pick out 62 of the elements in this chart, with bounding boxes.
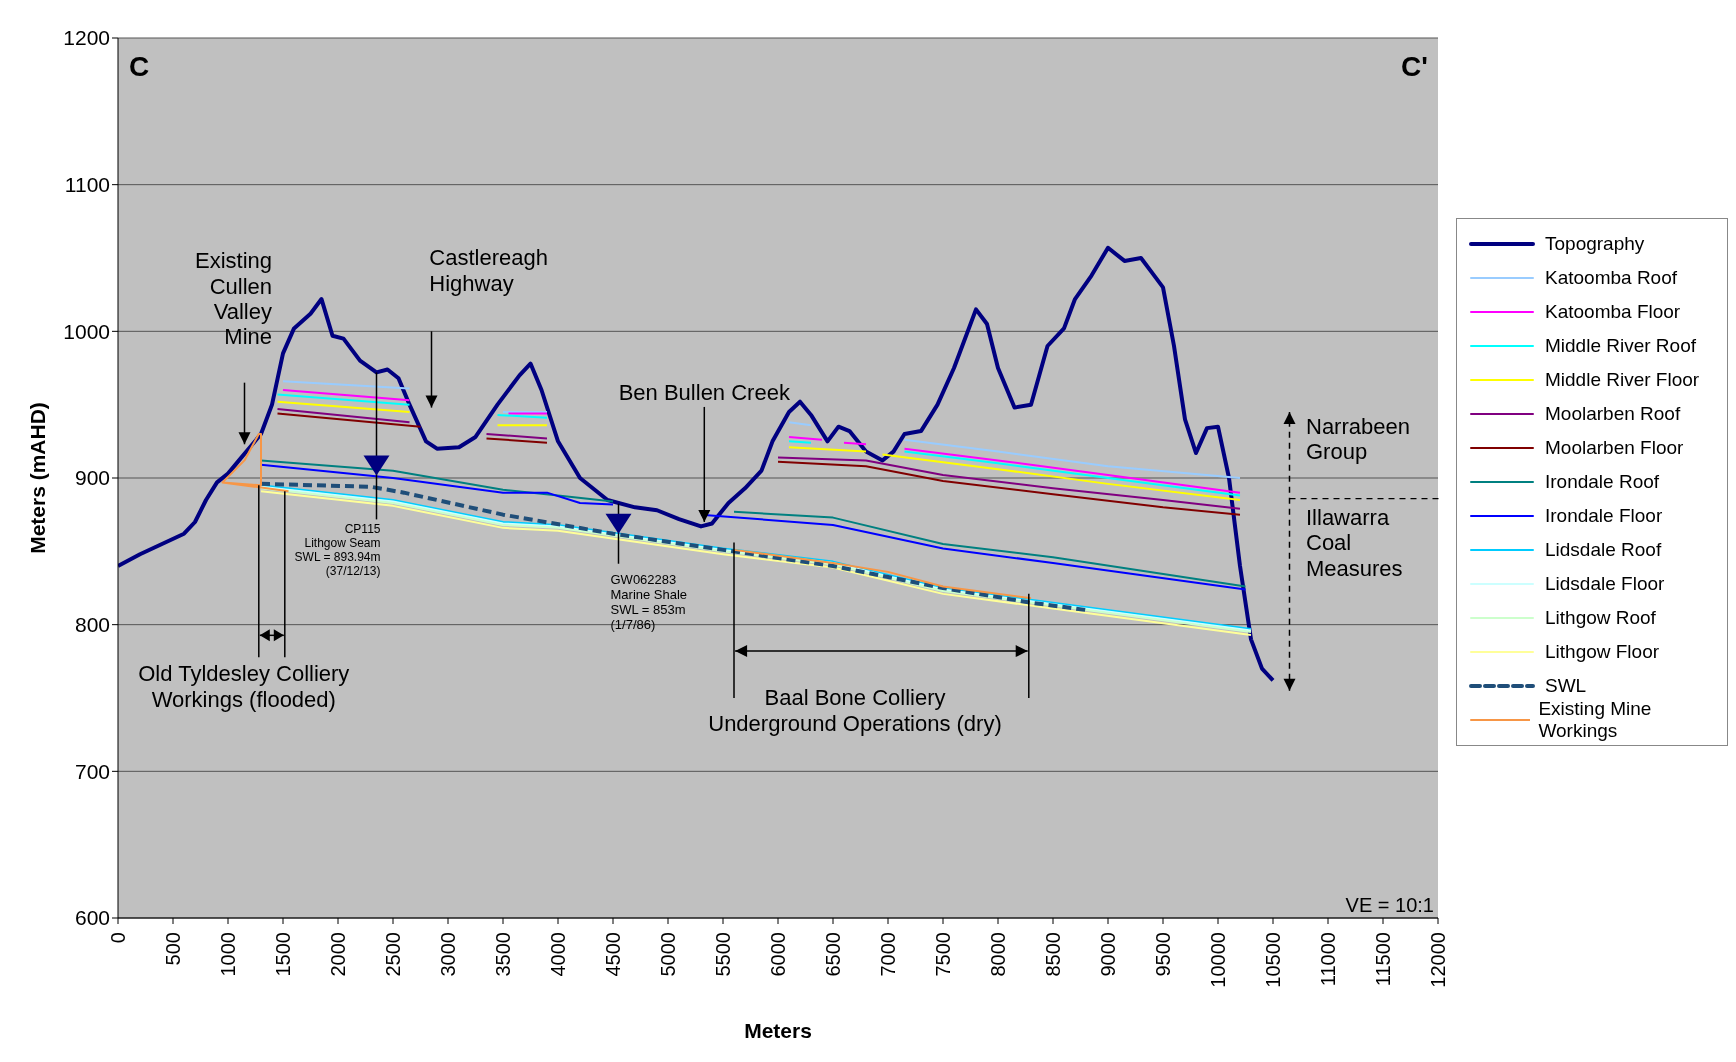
line-series — [259, 481, 1088, 612]
legend-label: Topography — [1545, 233, 1645, 255]
annotation: C' — [1401, 51, 1428, 82]
x-tick-label: 10500 — [1262, 932, 1284, 988]
x-tick-label: 7000 — [877, 932, 899, 977]
legend-label: SWL — [1545, 675, 1587, 697]
x-tick-label: 1000 — [217, 932, 239, 977]
legend-label: Moolarben Floor — [1545, 437, 1684, 459]
annotation: Illawarra Coal Measures — [1306, 504, 1403, 581]
legend-label: Irondale Floor — [1545, 505, 1663, 527]
legend-label: Lidsdale Floor — [1545, 573, 1665, 595]
legend-label: Middle River Floor — [1545, 369, 1700, 391]
x-tick-label: 5000 — [657, 932, 679, 977]
x-axis-title: Meters — [744, 1019, 812, 1042]
y-tick-label: 1200 — [63, 26, 110, 50]
legend-label: Moolarben Roof — [1545, 403, 1681, 425]
y-tick-label: 700 — [74, 759, 110, 783]
annotation: CP115 Lithgow Seam SWL = 893.94m (37/12/13) — [294, 522, 381, 578]
x-tick-label: 3000 — [437, 932, 459, 977]
x-tick-label: 6500 — [822, 932, 844, 977]
annotation: Baal Bone Colliery Underground Operations (dry) — [708, 685, 1002, 736]
annotation: Ben Bullen Creek — [618, 379, 791, 405]
legend-label: Lithgow Floor — [1545, 641, 1660, 663]
y-tick-label: 900 — [74, 466, 110, 490]
annotation: GW062283 Marine Shale SWL = 853m (1/7/86) — [610, 571, 688, 632]
x-tick-label: 11000 — [1317, 932, 1339, 987]
annotation: C — [129, 51, 150, 82]
x-tick-label: 11500 — [1372, 932, 1394, 987]
x-tick-label: 0 — [107, 932, 129, 944]
x-tick-label: 7500 — [932, 932, 954, 977]
y-tick-label: 600 — [74, 906, 110, 930]
y-tick-label: 1000 — [63, 319, 110, 343]
x-tick-label: 5500 — [712, 932, 734, 977]
x-tick-label: 1500 — [272, 932, 294, 977]
x-tick-label: 9500 — [1152, 932, 1174, 977]
y-axis-title: Meters (mAHD) — [26, 402, 50, 554]
legend-label: Katoomba Roof — [1545, 267, 1678, 289]
legend-label: Lidsdale Roof — [1545, 539, 1662, 561]
x-tick-label: 2500 — [382, 932, 404, 977]
x-tick-label: 4500 — [602, 932, 624, 977]
x-tick-label: 6000 — [767, 932, 789, 977]
legend-label: Irondale Roof — [1545, 471, 1660, 493]
x-tick-label: 9000 — [1097, 932, 1119, 977]
annotation: Narrabeen Group — [1306, 414, 1410, 465]
annotation: VE = 10:1 — [1345, 894, 1434, 916]
annotation: Old Tyldesley Colliery Workings (flooded) — [138, 661, 350, 712]
legend-label: Existing Mine Workings — [1538, 698, 1653, 742]
x-tick-label: 8000 — [987, 932, 1009, 977]
legend-label: Middle River Roof — [1545, 335, 1696, 357]
x-tick-label: 8500 — [1042, 932, 1064, 977]
legend-label: Katoomba Floor — [1545, 301, 1681, 323]
x-tick-label: 4000 — [547, 932, 569, 977]
x-tick-label: 2000 — [327, 932, 349, 977]
annotation: Existing Cullen Valley Mine — [194, 248, 272, 350]
annotation: Castlereagh Highway — [429, 245, 548, 296]
x-tick-label: 12000 — [1427, 932, 1449, 988]
legend-label: Lithgow Roof — [1545, 607, 1656, 629]
y-tick-label: 1100 — [64, 173, 110, 197]
x-tick-label: 3500 — [492, 932, 514, 977]
x-tick-label: 500 — [162, 932, 184, 966]
y-tick-label: 800 — [74, 613, 110, 637]
x-tick-label: 10000 — [1207, 932, 1229, 988]
